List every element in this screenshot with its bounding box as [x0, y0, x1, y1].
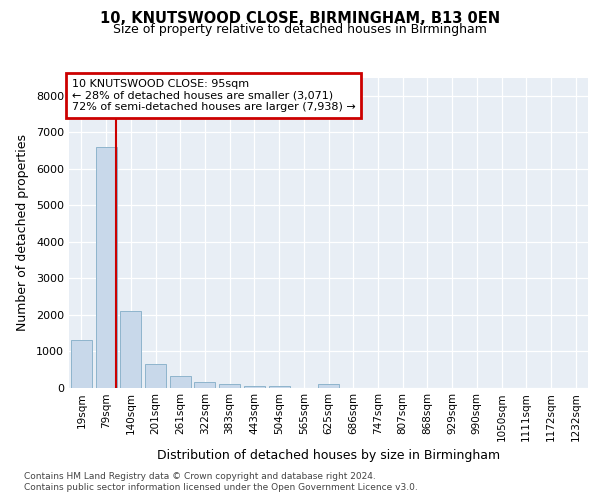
Y-axis label: Number of detached properties: Number of detached properties: [16, 134, 29, 331]
Text: Size of property relative to detached houses in Birmingham: Size of property relative to detached ho…: [113, 22, 487, 36]
Bar: [219, 384, 240, 388]
Bar: [170, 376, 191, 388]
Bar: [120, 311, 141, 388]
X-axis label: Distribution of detached houses by size in Birmingham: Distribution of detached houses by size …: [157, 450, 500, 462]
Bar: [244, 386, 265, 388]
Bar: [145, 364, 166, 388]
Bar: [194, 382, 215, 388]
Text: 10, KNUTSWOOD CLOSE, BIRMINGHAM, B13 0EN: 10, KNUTSWOOD CLOSE, BIRMINGHAM, B13 0EN: [100, 11, 500, 26]
Bar: [95, 147, 116, 388]
Bar: [269, 386, 290, 388]
Text: 10 KNUTSWOOD CLOSE: 95sqm
← 28% of detached houses are smaller (3,071)
72% of se: 10 KNUTSWOOD CLOSE: 95sqm ← 28% of detac…: [71, 79, 355, 112]
Text: Contains public sector information licensed under the Open Government Licence v3: Contains public sector information licen…: [24, 484, 418, 492]
Bar: [318, 384, 339, 388]
Text: Contains HM Land Registry data © Crown copyright and database right 2024.: Contains HM Land Registry data © Crown c…: [24, 472, 376, 481]
Bar: [71, 340, 92, 388]
